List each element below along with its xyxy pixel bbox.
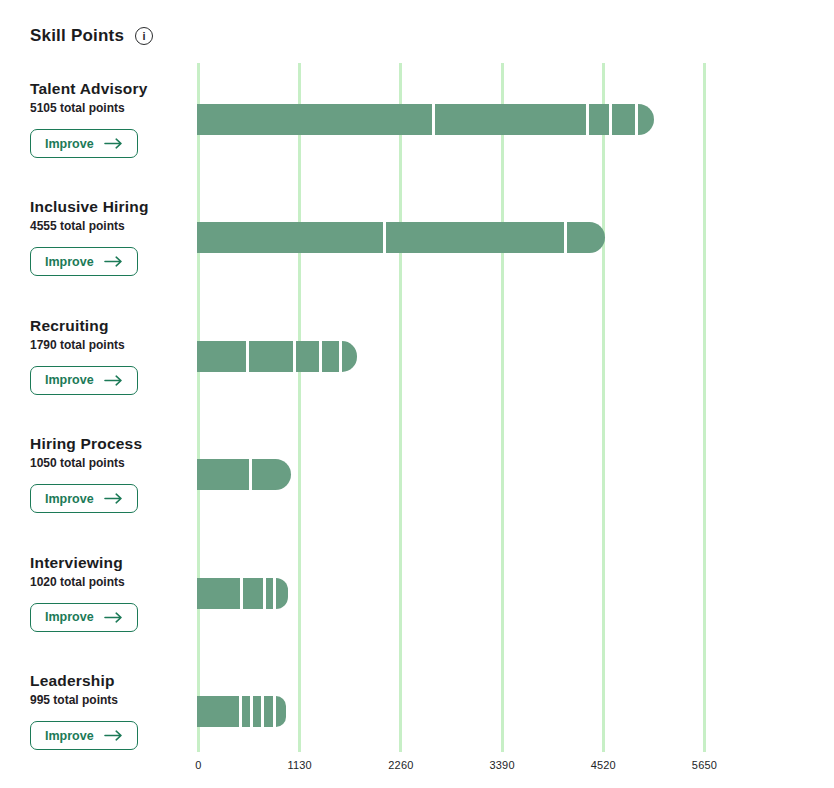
improve-button-label: Improve bbox=[45, 255, 94, 269]
bar-segment bbox=[197, 696, 239, 727]
skill-total-points: 1790 total points bbox=[30, 338, 195, 352]
skill-total-points: 5105 total points bbox=[30, 101, 195, 115]
skill-info: Hiring Process 1050 total points Improve bbox=[30, 435, 195, 513]
bar-segment bbox=[386, 222, 564, 253]
improve-button[interactable]: Improve bbox=[30, 603, 138, 632]
bar-segment bbox=[638, 104, 654, 135]
bar-segment bbox=[276, 578, 288, 609]
bar-segment bbox=[612, 104, 635, 135]
skill-bar bbox=[197, 104, 654, 135]
info-icon[interactable]: i bbox=[135, 27, 153, 45]
improve-button-label: Improve bbox=[45, 610, 94, 624]
header: Skill Points i bbox=[30, 26, 153, 46]
improve-button[interactable]: Improve bbox=[30, 129, 138, 158]
bar-segment bbox=[197, 104, 432, 135]
skill-info: Talent Advisory 5105 total points Improv… bbox=[30, 80, 195, 158]
skill-bar bbox=[197, 341, 357, 372]
gridline bbox=[703, 63, 706, 752]
skill-points-panel: Skill Points i 0 1130 2260 3390 4520 5650 Tal… bbox=[0, 0, 834, 788]
skill-name: Interviewing bbox=[30, 554, 195, 572]
arrow-right-icon bbox=[104, 493, 123, 504]
bar-segment bbox=[567, 222, 605, 253]
skill-total-points: 995 total points bbox=[30, 693, 195, 707]
skill-name: Leadership bbox=[30, 672, 195, 690]
bar-segment bbox=[252, 459, 291, 490]
skill-total-points: 1020 total points bbox=[30, 575, 195, 589]
arrow-right-icon bbox=[104, 730, 123, 741]
arrow-right-icon bbox=[104, 375, 123, 386]
skill-name: Inclusive Hiring bbox=[30, 198, 195, 216]
bar-segment bbox=[197, 578, 240, 609]
gridline bbox=[501, 63, 504, 752]
skill-name: Talent Advisory bbox=[30, 80, 195, 98]
gridline bbox=[602, 63, 605, 752]
bar-segment bbox=[243, 578, 263, 609]
bar-segment bbox=[197, 341, 246, 372]
bar-segment bbox=[264, 696, 273, 727]
improve-button[interactable]: Improve bbox=[30, 366, 138, 395]
skill-bar bbox=[197, 222, 605, 253]
skill-bar bbox=[197, 696, 286, 727]
skill-info: Recruiting 1790 total points Improve bbox=[30, 317, 195, 395]
page-title: Skill Points bbox=[30, 26, 124, 46]
bar-segment bbox=[242, 696, 250, 727]
skill-info: Leadership 995 total points Improve bbox=[30, 672, 195, 750]
x-axis-tick-label: 1130 bbox=[287, 759, 311, 771]
x-axis-tick-label: 5650 bbox=[692, 759, 717, 771]
bar-segment bbox=[342, 341, 358, 372]
bar-segment bbox=[197, 459, 249, 490]
improve-button-label: Improve bbox=[45, 729, 94, 743]
skill-bar bbox=[197, 578, 288, 609]
bar-segment bbox=[589, 104, 609, 135]
improve-button[interactable]: Improve bbox=[30, 721, 138, 750]
x-axis-tick-label: 2260 bbox=[388, 759, 413, 771]
skill-total-points: 1050 total points bbox=[30, 456, 195, 470]
bar-segment bbox=[266, 578, 273, 609]
skill-name: Hiring Process bbox=[30, 435, 195, 453]
arrow-right-icon bbox=[104, 138, 123, 149]
improve-button[interactable]: Improve bbox=[30, 247, 138, 276]
improve-button-label: Improve bbox=[45, 137, 94, 151]
skill-bar bbox=[197, 459, 291, 490]
skill-name: Recruiting bbox=[30, 317, 195, 335]
bar-segment bbox=[249, 341, 293, 372]
skill-info: Interviewing 1020 total points Improve bbox=[30, 554, 195, 632]
skill-info: Inclusive Hiring 4555 total points Impro… bbox=[30, 198, 195, 276]
improve-button-label: Improve bbox=[45, 492, 94, 506]
bar-segment bbox=[435, 104, 586, 135]
bar-segment bbox=[296, 341, 319, 372]
x-axis-tick-label: 0 bbox=[195, 759, 201, 771]
bar-segment bbox=[276, 696, 286, 727]
improve-button-label: Improve bbox=[45, 373, 94, 387]
gridline bbox=[298, 63, 301, 752]
bar-segment bbox=[322, 341, 339, 372]
x-axis-tick-label: 3390 bbox=[489, 759, 514, 771]
x-axis-tick-label: 4520 bbox=[591, 759, 616, 771]
gridline bbox=[197, 63, 200, 752]
skill-total-points: 4555 total points bbox=[30, 219, 195, 233]
gridline bbox=[399, 63, 402, 752]
bar-segment bbox=[197, 222, 383, 253]
bar-segment bbox=[253, 696, 261, 727]
arrow-right-icon bbox=[104, 612, 123, 623]
improve-button[interactable]: Improve bbox=[30, 484, 138, 513]
arrow-right-icon bbox=[104, 256, 123, 267]
